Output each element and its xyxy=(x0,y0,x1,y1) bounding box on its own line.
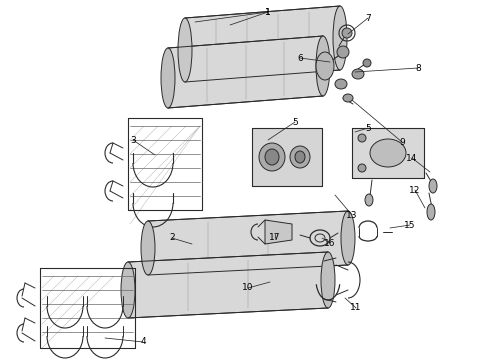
Ellipse shape xyxy=(290,146,310,168)
Text: 9: 9 xyxy=(399,138,405,147)
Ellipse shape xyxy=(295,151,305,163)
Ellipse shape xyxy=(429,179,437,193)
Ellipse shape xyxy=(333,6,347,70)
Text: 10: 10 xyxy=(242,284,254,292)
Ellipse shape xyxy=(341,211,355,265)
Text: 1: 1 xyxy=(265,8,271,17)
Text: 16: 16 xyxy=(324,239,336,248)
Text: 3: 3 xyxy=(130,135,136,144)
Polygon shape xyxy=(185,6,340,82)
Text: 14: 14 xyxy=(406,153,417,162)
Text: 7: 7 xyxy=(365,14,371,23)
Ellipse shape xyxy=(363,59,371,67)
Text: 4: 4 xyxy=(140,338,146,346)
Polygon shape xyxy=(128,252,328,318)
Ellipse shape xyxy=(365,194,373,206)
Polygon shape xyxy=(252,128,322,186)
Ellipse shape xyxy=(358,164,366,172)
Ellipse shape xyxy=(342,28,352,38)
Ellipse shape xyxy=(141,221,155,275)
Ellipse shape xyxy=(178,18,192,82)
Text: 15: 15 xyxy=(404,220,416,230)
Ellipse shape xyxy=(335,79,347,89)
Text: 17: 17 xyxy=(269,234,281,243)
Ellipse shape xyxy=(265,149,279,165)
Ellipse shape xyxy=(343,94,353,102)
Text: 11: 11 xyxy=(350,303,362,312)
Ellipse shape xyxy=(370,139,406,167)
Polygon shape xyxy=(168,36,323,108)
Ellipse shape xyxy=(321,252,335,308)
Ellipse shape xyxy=(161,48,175,108)
Text: 8: 8 xyxy=(415,63,421,72)
Polygon shape xyxy=(265,220,292,244)
Text: 5: 5 xyxy=(365,123,371,132)
Polygon shape xyxy=(352,128,424,178)
Ellipse shape xyxy=(337,46,349,58)
Ellipse shape xyxy=(259,143,285,171)
Polygon shape xyxy=(148,211,348,275)
Ellipse shape xyxy=(358,134,366,142)
Ellipse shape xyxy=(316,52,334,80)
Text: 12: 12 xyxy=(409,185,421,194)
Text: 5: 5 xyxy=(292,117,298,126)
Text: 1: 1 xyxy=(265,8,271,17)
Ellipse shape xyxy=(121,262,135,318)
Ellipse shape xyxy=(352,69,364,79)
Text: 13: 13 xyxy=(346,211,358,220)
Ellipse shape xyxy=(427,204,435,220)
Text: 2: 2 xyxy=(169,234,175,243)
Ellipse shape xyxy=(316,36,330,96)
Text: 6: 6 xyxy=(297,54,303,63)
